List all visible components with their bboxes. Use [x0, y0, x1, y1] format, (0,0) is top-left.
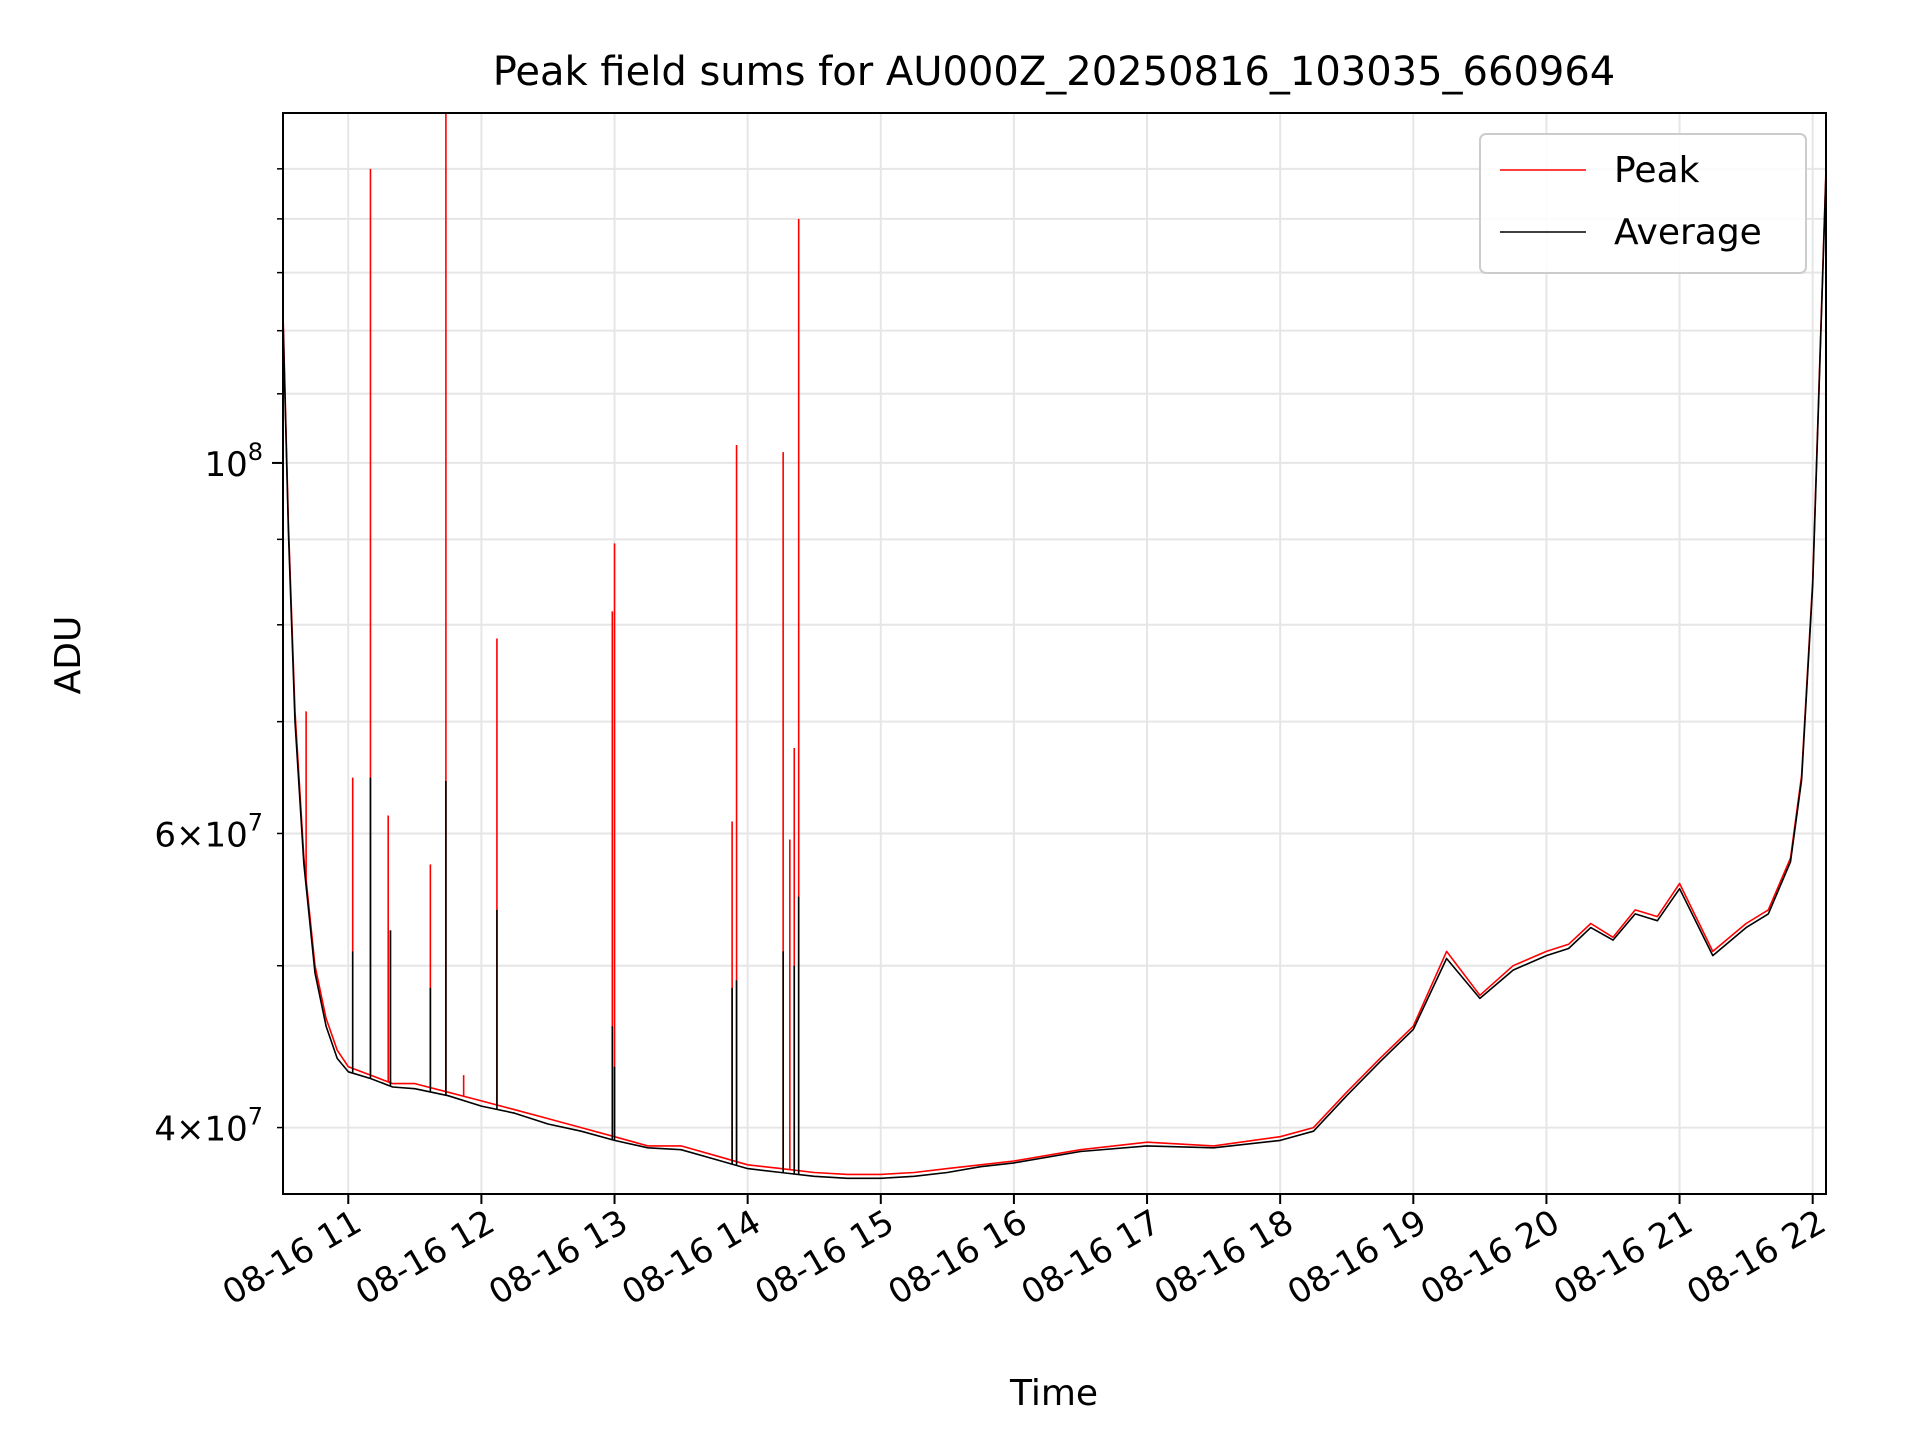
y-tick-label-base: 10	[204, 445, 247, 485]
y-tick-label-exponent: 7	[248, 1103, 263, 1131]
series-average	[282, 173, 1827, 1180]
legend-box	[1479, 133, 1807, 274]
legend-peak-label: Peak	[1614, 150, 1700, 191]
series-line-peak	[282, 168, 1827, 1176]
series-layer	[282, 113, 1827, 1180]
legend-average-label: Average	[1614, 212, 1762, 253]
y-tick-label: 108	[204, 438, 263, 485]
plot-frame	[282, 112, 1827, 1195]
legend: Peak Average	[1479, 133, 1807, 274]
y-tick-label-base: 10	[204, 815, 247, 855]
grid	[283, 113, 1826, 1194]
y-tick-label: 6×107	[154, 808, 263, 855]
y-tick-label-base: 10	[204, 1110, 247, 1150]
chart-title: Peak field sums for AU000Z_20250816_1030…	[493, 49, 1616, 95]
y-tick-label-exponent: 8	[248, 438, 263, 466]
y-tick-label-times: ×	[176, 815, 205, 855]
y-axis-label: ADU	[48, 616, 89, 695]
y-tick-label-exponent: 7	[248, 808, 263, 836]
series-line-average	[282, 173, 1827, 1180]
y-tick-label: 4×107	[154, 1103, 263, 1150]
y-tick-label-times: ×	[176, 1110, 205, 1150]
x-axis-label: Time	[1009, 1373, 1098, 1414]
y-tick-label-mantissa: 4	[154, 1110, 176, 1150]
y-tick-label-mantissa: 6	[154, 815, 176, 855]
